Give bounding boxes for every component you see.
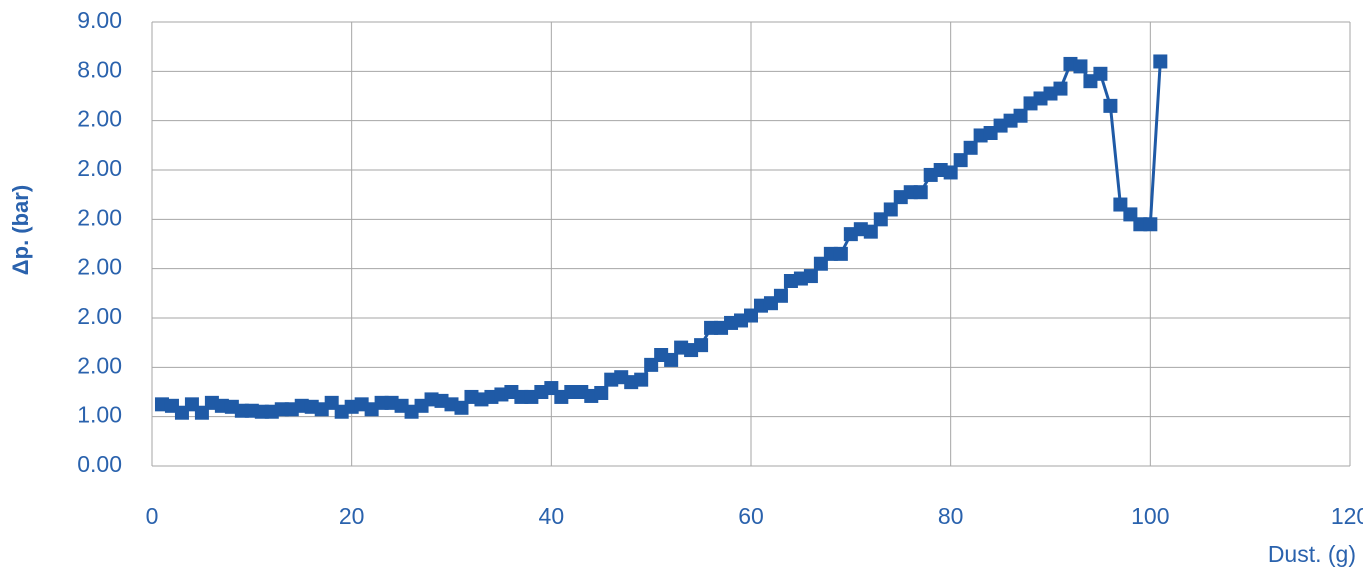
y-tick-label: 9.00 (77, 7, 122, 33)
y-tick-label: 2.00 (77, 303, 122, 329)
x-axis-label: Dust. (g) (1268, 541, 1356, 567)
y-tick-label: 8.00 (77, 56, 122, 82)
y-tick-label: 2.00 (77, 352, 122, 378)
data-point (953, 153, 968, 168)
data-point (1093, 66, 1108, 81)
data-point (913, 185, 928, 200)
data-point (1103, 98, 1118, 113)
data-point (803, 269, 818, 284)
x-tick-label: 120 (1331, 503, 1363, 529)
y-tick-label: 2.00 (77, 155, 122, 181)
y-tick-label: 1.00 (77, 402, 122, 428)
data-point (1053, 81, 1068, 96)
x-tick-label: 20 (339, 503, 365, 529)
data-point (1143, 217, 1158, 232)
data-point (1073, 59, 1088, 74)
y-tick-label: 2.00 (77, 254, 122, 280)
x-tick-label: 0 (146, 503, 159, 529)
data-point (694, 338, 709, 353)
data-point (963, 140, 978, 155)
data-point (863, 224, 878, 239)
y-tick-label: 2.00 (77, 204, 122, 230)
data-point (833, 246, 848, 261)
x-tick-label: 100 (1131, 503, 1169, 529)
data-point (664, 352, 679, 367)
x-tick-label: 40 (539, 503, 565, 529)
y-tick-label: 2.00 (77, 106, 122, 132)
x-tick-label: 60 (738, 503, 764, 529)
data-point (594, 385, 609, 400)
data-point (634, 372, 649, 387)
data-point (454, 400, 469, 415)
data-point (1153, 54, 1168, 69)
x-tick-label: 80 (938, 503, 964, 529)
y-tick-label: 0.00 (77, 451, 122, 477)
data-point (1013, 108, 1028, 123)
data-point (773, 288, 788, 303)
y-axis-label: Δp. (bar) (8, 185, 33, 275)
data-point (943, 165, 958, 180)
data-point (883, 202, 898, 217)
